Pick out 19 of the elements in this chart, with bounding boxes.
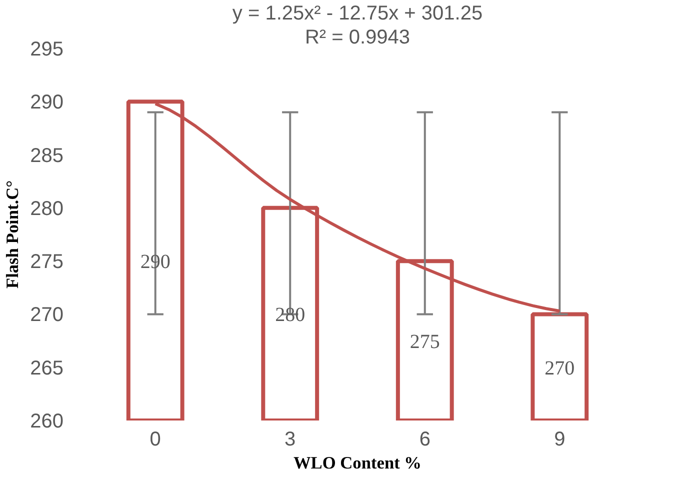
y-tick-label: 280 — [30, 198, 64, 220]
text: R² = 0.9943 — [304, 26, 410, 48]
x-axis-title: WLO Content % — [293, 454, 422, 472]
x-tick-label: 6 — [419, 428, 430, 450]
x-tick-label: 0 — [150, 428, 161, 450]
y-tick-label: 275 — [30, 251, 64, 274]
y-axis-title: Flash Point.C° — [3, 180, 22, 289]
data-label: 270 — [544, 357, 575, 380]
y-tick-label: 270 — [30, 304, 64, 326]
x-tick-label: 3 — [284, 428, 296, 450]
y-tick-label: 285 — [30, 144, 64, 167]
y-tick-label: 290 — [30, 92, 64, 114]
data-label: 275 — [410, 330, 440, 353]
y-tick-label: 260 — [30, 410, 64, 432]
y-tick-label: 295 — [30, 38, 64, 60]
text: y = 1.25x² - 12.75x + 301.25 — [232, 2, 483, 24]
data-label: 280 — [275, 304, 306, 326]
x-tick-label: 9 — [554, 428, 566, 450]
y-tick-label: 265 — [30, 357, 64, 380]
